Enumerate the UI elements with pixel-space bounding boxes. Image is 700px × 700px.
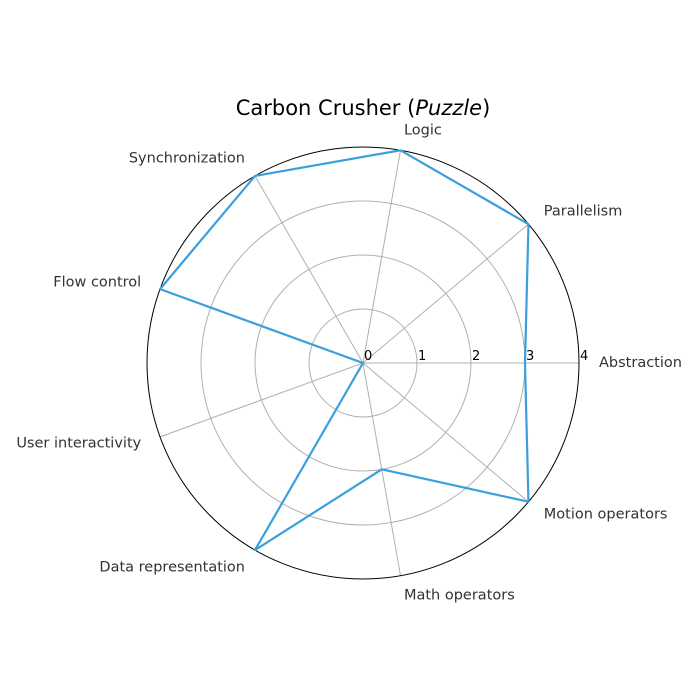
grid-spoke [362, 362, 529, 503]
chart-title-main: Carbon Crusher ( [236, 96, 416, 120]
chart-title-suffix: ) [482, 96, 490, 120]
grid-spoke [159, 362, 364, 438]
radial-tick-label: 3 [526, 349, 534, 364]
series-line [158, 149, 530, 552]
radial-tick-label: 2 [472, 349, 480, 364]
outer-frame [146, 146, 580, 580]
category-labels: Abstraction Parallelism Logic Synchronizati… [16, 123, 682, 604]
radial-tick-labels: 0 1 2 3 4 [364, 349, 588, 364]
category-label: User interactivity [16, 436, 141, 452]
category-label: Flow control [53, 274, 141, 290]
grid-spoke [362, 150, 402, 364]
category-label: Abstraction [599, 355, 682, 371]
radial-tick-label: 4 [580, 349, 588, 364]
category-label: Math operators [404, 587, 515, 603]
grid-spoke [362, 223, 529, 364]
polar-frame [146, 146, 580, 580]
grid-spoke [254, 175, 364, 364]
category-label: Parallelism [544, 203, 623, 219]
chart-title: Carbon Crusher (Puzzle) [236, 96, 491, 120]
radial-tick-label: 0 [364, 349, 372, 364]
category-label: Data representation [99, 559, 245, 575]
radial-tick-label: 1 [418, 349, 426, 364]
category-label: Motion operators [544, 507, 668, 523]
chart-title-emphasis: Puzzle [415, 96, 482, 120]
category-label: Synchronization [129, 151, 245, 167]
series-layer [158, 149, 530, 552]
category-label: Logic [404, 123, 442, 139]
